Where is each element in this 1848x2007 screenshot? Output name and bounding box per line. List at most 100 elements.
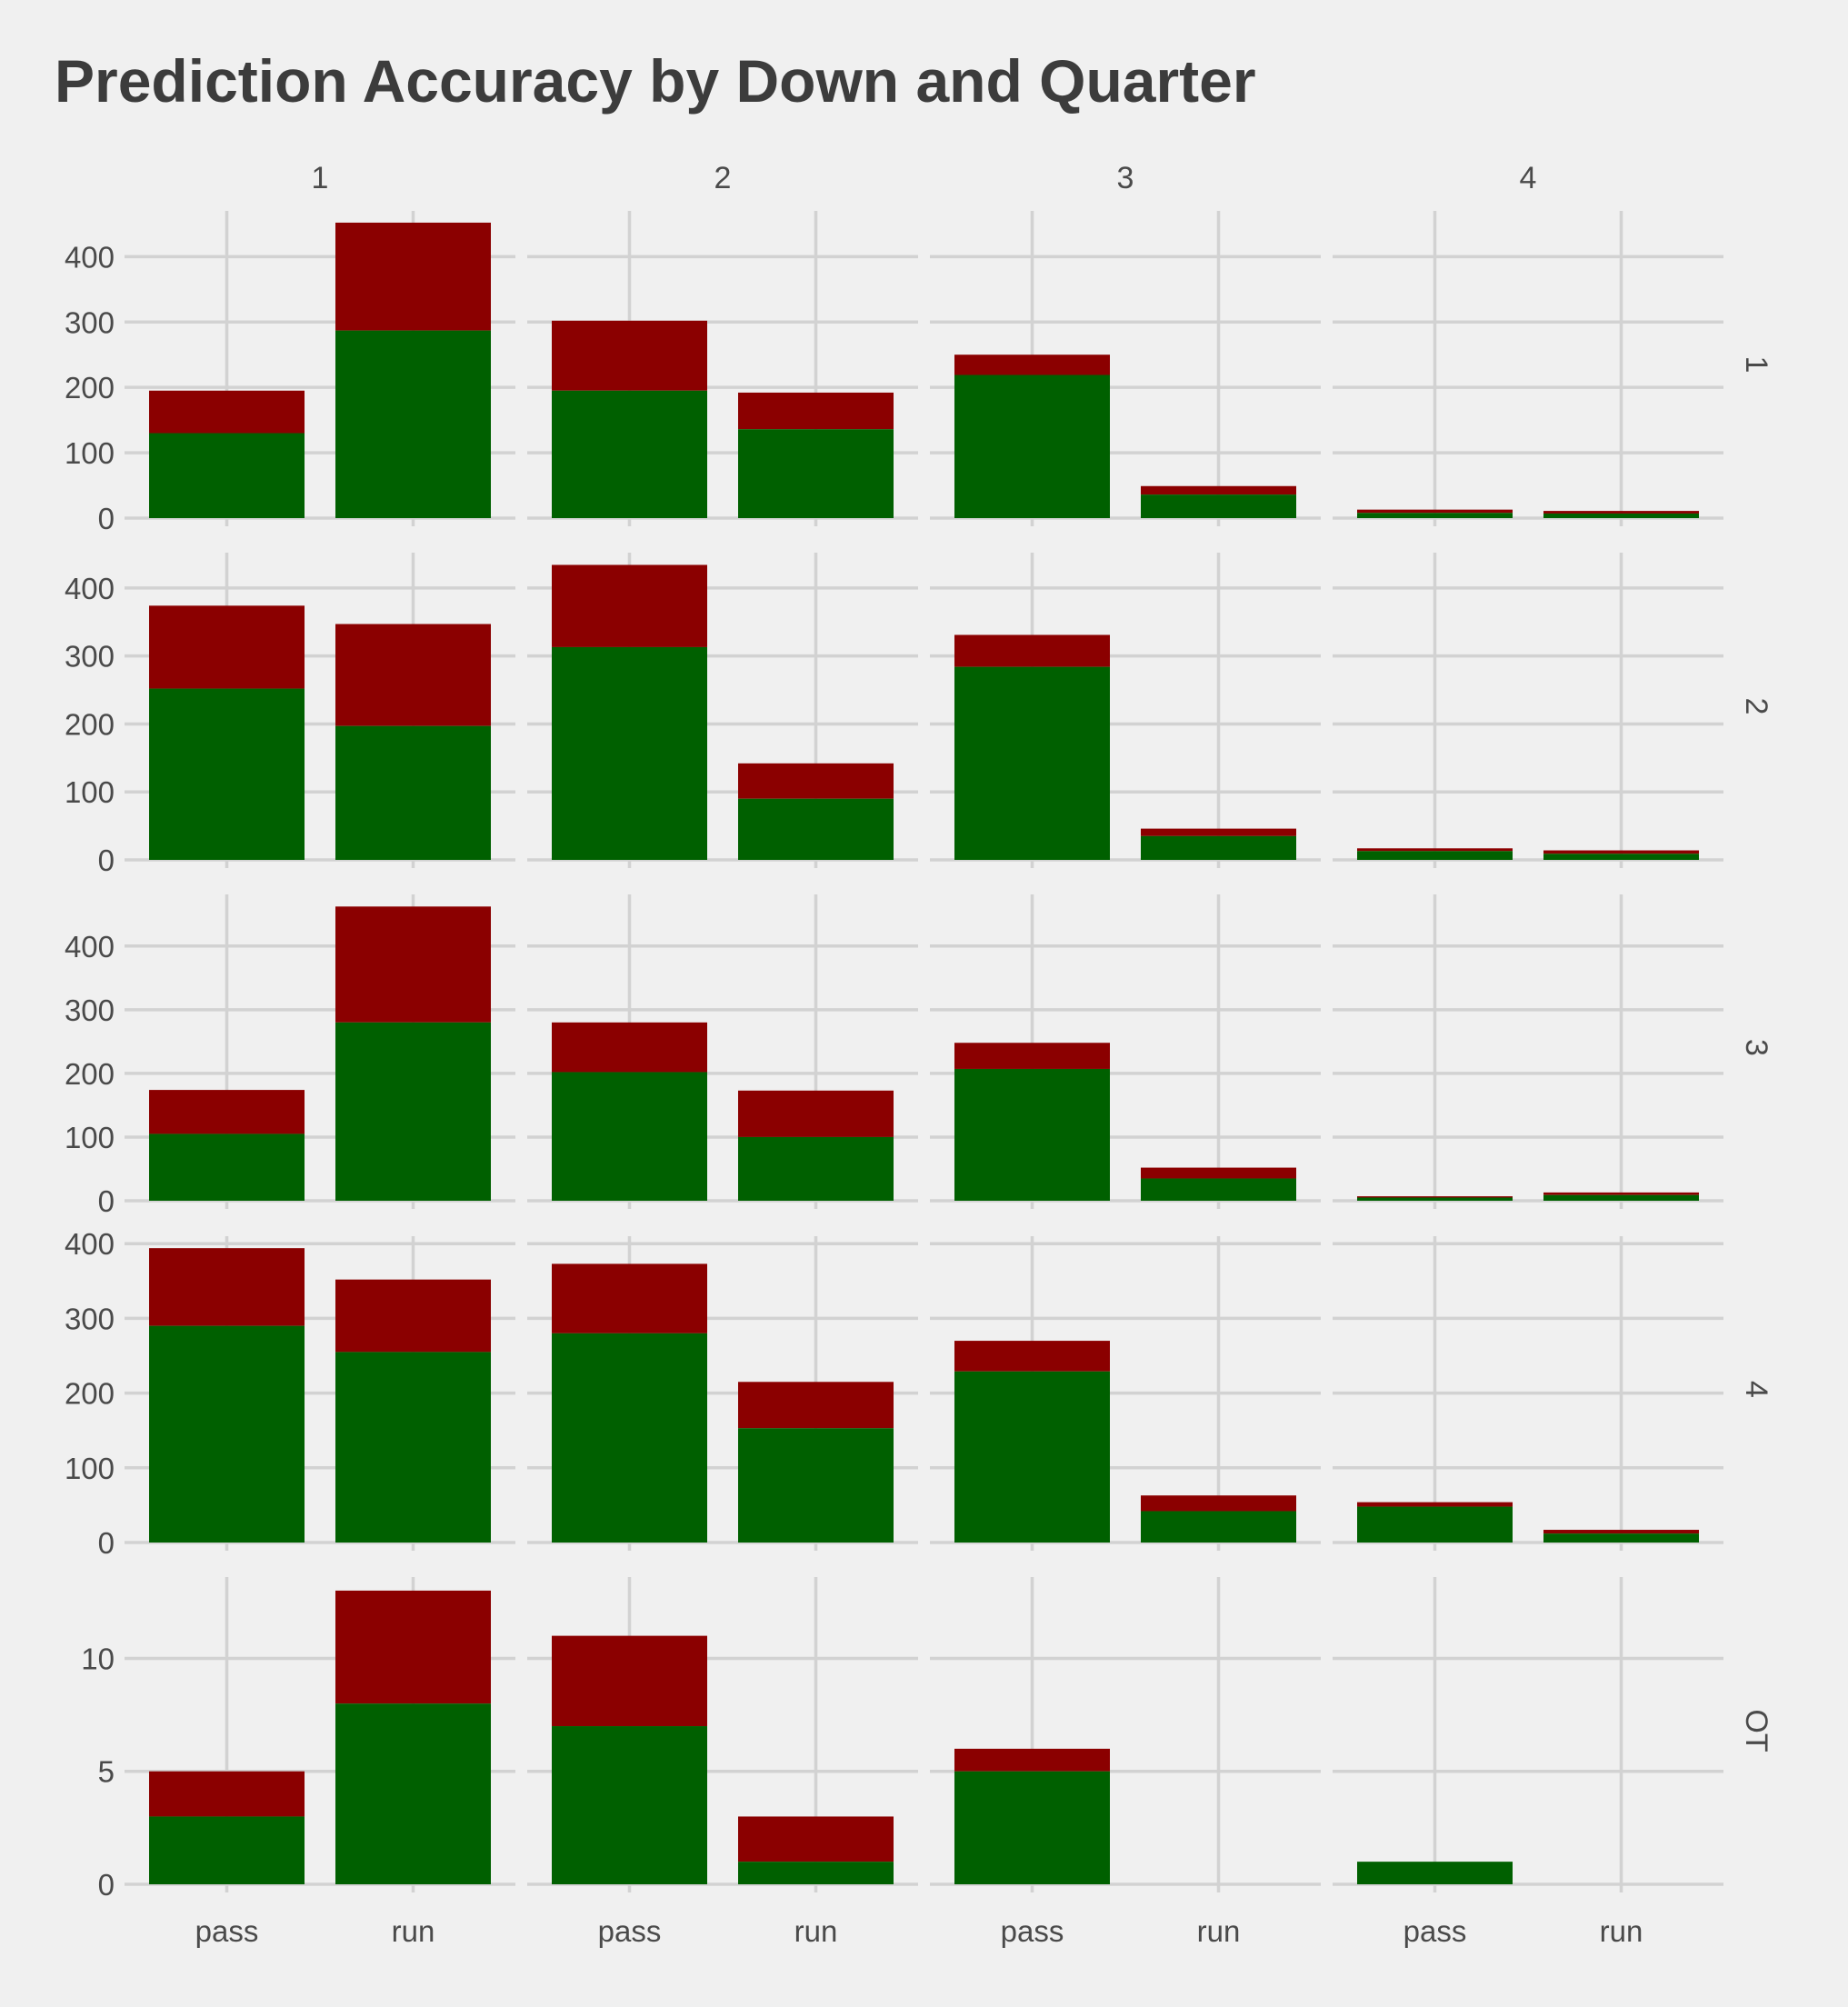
bar-correct-pass [149, 1816, 305, 1884]
label-layer: 0100200300400010020030040001002003004000… [65, 161, 1773, 1948]
bar-correct-pass [954, 1068, 1110, 1201]
bar-correct-pass [1357, 513, 1513, 518]
bar-incorrect-pass [149, 1248, 305, 1326]
bar-incorrect-pass [552, 1635, 707, 1727]
bar-correct-pass [1357, 851, 1513, 860]
bar-correct-run [738, 1862, 894, 1884]
bar-incorrect-run [738, 1090, 894, 1137]
bar-correct-pass [552, 1072, 707, 1201]
bar-incorrect-run [1543, 1530, 1699, 1534]
column-strip-label: 3 [1117, 161, 1134, 195]
y-tick-label: 100 [65, 775, 115, 809]
y-tick-label: 200 [65, 1057, 115, 1091]
bar-correct-pass [954, 666, 1110, 860]
bar-incorrect-run [335, 1590, 491, 1704]
bar-correct-run [335, 1703, 491, 1884]
bar-incorrect-run [335, 222, 491, 331]
y-tick-label: 100 [65, 1121, 115, 1154]
bar-correct-run [1141, 835, 1296, 860]
bar-correct-pass [552, 1726, 707, 1884]
bar-incorrect-pass [552, 320, 707, 391]
y-tick-label: 300 [65, 994, 115, 1027]
bar-correct-pass [552, 1333, 707, 1543]
column-strip-label: 2 [714, 161, 732, 195]
bar-incorrect-pass [954, 1341, 1110, 1372]
bar-correct-run [738, 1428, 894, 1543]
y-tick-label: 300 [65, 305, 115, 339]
y-tick-label: 100 [65, 436, 115, 470]
bar-incorrect-run [738, 1382, 894, 1429]
x-tick-label: pass [1001, 1914, 1064, 1948]
bar-incorrect-pass [552, 1022, 707, 1073]
bar-correct-run [1543, 854, 1699, 860]
y-tick-label: 0 [98, 1184, 115, 1218]
bar-incorrect-run [335, 1279, 491, 1353]
y-tick-label: 0 [98, 502, 115, 535]
x-tick-label: pass [1403, 1914, 1467, 1948]
bar-incorrect-pass [954, 1043, 1110, 1069]
bar-incorrect-pass [954, 1748, 1110, 1772]
bar-correct-run [1543, 1533, 1699, 1543]
bar-correct-run [335, 1022, 491, 1201]
bar-incorrect-run [1141, 828, 1296, 836]
bar-correct-pass [954, 1771, 1110, 1884]
bar-correct-pass [149, 1325, 305, 1543]
bar-correct-run [1543, 1194, 1699, 1201]
bar-correct-pass [954, 374, 1110, 518]
bar-incorrect-pass [1357, 1502, 1513, 1507]
y-tick-label: 300 [65, 1302, 115, 1335]
x-tick-label: pass [598, 1914, 662, 1948]
x-tick-label: run [1197, 1914, 1241, 1948]
y-tick-label: 200 [65, 371, 115, 404]
bar-correct-pass [552, 390, 707, 518]
bar-correct-run [738, 429, 894, 518]
x-tick-label: run [392, 1914, 435, 1948]
bar-incorrect-pass [1357, 1196, 1513, 1198]
bar-incorrect-pass [954, 634, 1110, 667]
row-strip-label: 1 [1739, 356, 1773, 374]
y-tick-label: 300 [65, 640, 115, 674]
row-strip-label: 4 [1739, 1381, 1773, 1398]
x-tick-label: run [1600, 1914, 1643, 1948]
bar-correct-pass [1357, 1197, 1513, 1201]
bar-incorrect-pass [149, 605, 305, 689]
bar-correct-pass [1357, 1862, 1513, 1884]
y-tick-label: 200 [65, 707, 115, 741]
row-strip-label: OT [1739, 1709, 1773, 1752]
bar-correct-run [335, 725, 491, 860]
bar-incorrect-pass [149, 1090, 305, 1134]
bar-incorrect-run [1543, 850, 1699, 854]
column-strip-label: 4 [1520, 161, 1537, 195]
y-tick-label: 100 [65, 1452, 115, 1485]
bar-correct-pass [1357, 1506, 1513, 1543]
y-tick-label: 5 [98, 1755, 115, 1789]
bar-correct-pass [149, 688, 305, 860]
chart-title: Prediction Accuracy by Down and Quarter [55, 47, 1256, 115]
bar-incorrect-run [738, 763, 894, 799]
bar-correct-run [738, 1136, 894, 1201]
row-strip-label: 2 [1739, 698, 1773, 715]
bar-incorrect-pass [552, 1263, 707, 1333]
bar-incorrect-run [1543, 1192, 1699, 1195]
bar-incorrect-pass [954, 354, 1110, 375]
bar-incorrect-pass [1357, 509, 1513, 514]
bar-incorrect-run [738, 392, 894, 430]
bar-correct-pass [552, 646, 707, 860]
bar-incorrect-run [335, 906, 491, 1023]
bar-correct-run [1141, 1511, 1296, 1543]
bar-layer [149, 222, 1699, 1884]
bar-correct-pass [149, 433, 305, 518]
row-strip-label: 3 [1739, 1039, 1773, 1056]
y-tick-label: 400 [65, 930, 115, 964]
bar-incorrect-run [1141, 1167, 1296, 1179]
bar-incorrect-pass [149, 390, 305, 434]
bar-incorrect-run [1141, 1495, 1296, 1512]
bar-correct-run [1543, 513, 1699, 518]
bar-incorrect-pass [552, 564, 707, 647]
bar-correct-pass [149, 1133, 305, 1201]
bar-incorrect-run [1543, 511, 1699, 514]
bar-incorrect-pass [1357, 848, 1513, 852]
y-tick-label: 0 [98, 1868, 115, 1902]
bar-correct-pass [954, 1371, 1110, 1543]
